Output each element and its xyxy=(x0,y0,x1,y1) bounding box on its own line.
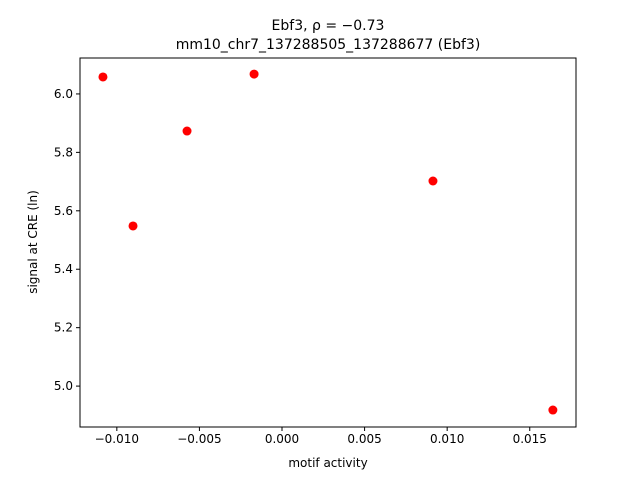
y-axis-label: signal at CRE (ln) xyxy=(26,190,40,294)
point xyxy=(428,176,438,186)
x-tick-label: 0.015 xyxy=(513,432,547,446)
chart-subtitle: mm10_chr7_137288505_137288677 (Ebf3) xyxy=(176,37,481,53)
point xyxy=(182,126,192,136)
chart-title: Ebf3, ρ = −0.73 xyxy=(272,18,385,34)
x-axis-label: motif activity xyxy=(288,456,367,470)
point xyxy=(249,69,259,79)
point xyxy=(548,405,558,415)
y-tick-label: 5.8 xyxy=(54,145,73,159)
y-tick-label: 5.6 xyxy=(54,204,73,218)
y-tick-label: 5.4 xyxy=(54,262,73,276)
plot-frame xyxy=(79,57,577,428)
y-tick-label: 6.0 xyxy=(54,87,73,101)
point xyxy=(128,221,138,231)
x-tick-label: 0.010 xyxy=(430,432,464,446)
x-tick-label: 0.000 xyxy=(265,432,299,446)
y-tick-label: 5.0 xyxy=(54,379,73,393)
point xyxy=(98,72,108,82)
x-tick-label: 0.005 xyxy=(347,432,381,446)
x-tick-label: −0.005 xyxy=(177,432,221,446)
y-tick-label: 5.2 xyxy=(54,321,73,335)
x-tick-label: −0.010 xyxy=(95,432,139,446)
